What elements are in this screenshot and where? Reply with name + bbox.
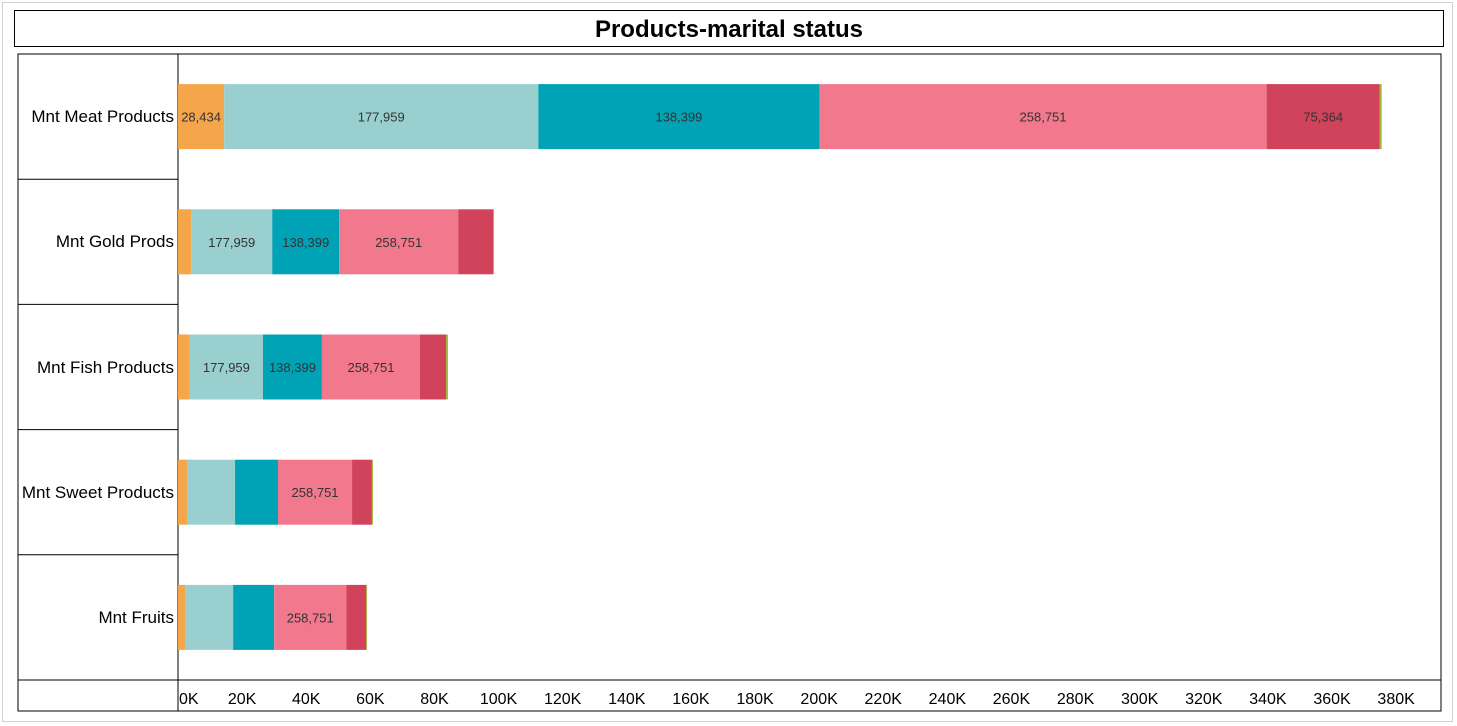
bar-segment — [224, 84, 539, 150]
segment-label: 177,959 — [208, 235, 255, 250]
segment-label: 258,751 — [292, 485, 339, 500]
x-tick-label: 320K — [1185, 691, 1223, 708]
bar-segment — [191, 209, 273, 275]
bar-segment — [235, 459, 279, 525]
segment-label: 138,399 — [655, 110, 702, 125]
segment-label: 138,399 — [282, 235, 329, 250]
segment-label: 258,751 — [347, 360, 394, 375]
y-tick-label: Mnt Gold Prods — [55, 232, 174, 252]
bar-segment — [278, 459, 353, 525]
bar-segment — [321, 334, 421, 400]
bar-segment — [493, 209, 495, 275]
x-tick-label: 240K — [929, 691, 967, 708]
bar-segment — [445, 334, 448, 400]
bar-segment — [186, 459, 236, 525]
segment-label: 138,399 — [269, 360, 316, 375]
y-tick-label: Mnt Fruits — [98, 607, 174, 627]
x-tick-label: 160K — [672, 691, 710, 708]
x-tick-label: 280K — [1057, 691, 1095, 708]
x-tick-label: 40K — [292, 691, 321, 708]
x-tick-label: 200K — [800, 691, 838, 708]
bar-segment — [819, 84, 1267, 150]
x-tick-label: 220K — [865, 691, 903, 708]
chart-title: Products-marital status — [14, 10, 1444, 47]
bar-segment — [1379, 84, 1382, 150]
x-tick-label: 100K — [480, 691, 518, 708]
bar-segment — [339, 209, 459, 275]
bar-segment — [262, 334, 322, 400]
x-tick-label: 80K — [420, 691, 449, 708]
x-tick-label: 360K — [1313, 691, 1351, 708]
y-tick-label: Mnt Fish Products — [37, 357, 174, 377]
bar-segment — [352, 459, 372, 525]
segment-label: 258,751 — [287, 610, 334, 625]
x-tick-label: 140K — [608, 691, 646, 708]
bar-segment — [346, 584, 367, 650]
bar-segment — [178, 584, 186, 650]
bar-segment — [366, 584, 368, 650]
bar-segment — [274, 584, 347, 650]
x-tick-label: 20K — [228, 691, 257, 708]
bar-segment — [178, 84, 225, 150]
bar-segment — [458, 209, 494, 275]
segment-label: 177,959 — [358, 110, 405, 125]
x-tick-label: 380K — [1377, 691, 1415, 708]
x-tick-label: 120K — [544, 691, 582, 708]
bar-segment — [420, 334, 446, 400]
bar-segment — [189, 334, 263, 400]
segment-label: 28,434 — [181, 110, 221, 125]
bar-segment — [233, 584, 275, 650]
bar-segment — [178, 334, 190, 400]
x-tick-label: 260K — [993, 691, 1031, 708]
x-tick-label: 60K — [356, 691, 385, 708]
segment-label: 258,751 — [375, 235, 422, 250]
x-tick-label: 340K — [1249, 691, 1287, 708]
y-tick-label: Mnt Sweet Products — [21, 482, 174, 502]
bar-segment — [272, 209, 340, 275]
bar-segment — [178, 459, 187, 525]
bar-segment — [178, 209, 192, 275]
bar-segment — [371, 459, 373, 525]
segment-label: 75,364 — [1303, 110, 1343, 125]
bar-segment — [1266, 84, 1380, 150]
y-tick-label: Mnt Meat Products — [31, 107, 174, 127]
x-tick-label: 300K — [1121, 691, 1159, 708]
segment-label: 177,959 — [203, 360, 250, 375]
x-tick-label: 180K — [736, 691, 774, 708]
segment-label: 258,751 — [1020, 110, 1067, 125]
chart-border — [17, 53, 1442, 712]
bar-segment — [538, 84, 820, 150]
bar-segment — [185, 584, 234, 650]
x-tick-label: 0K — [179, 691, 199, 708]
